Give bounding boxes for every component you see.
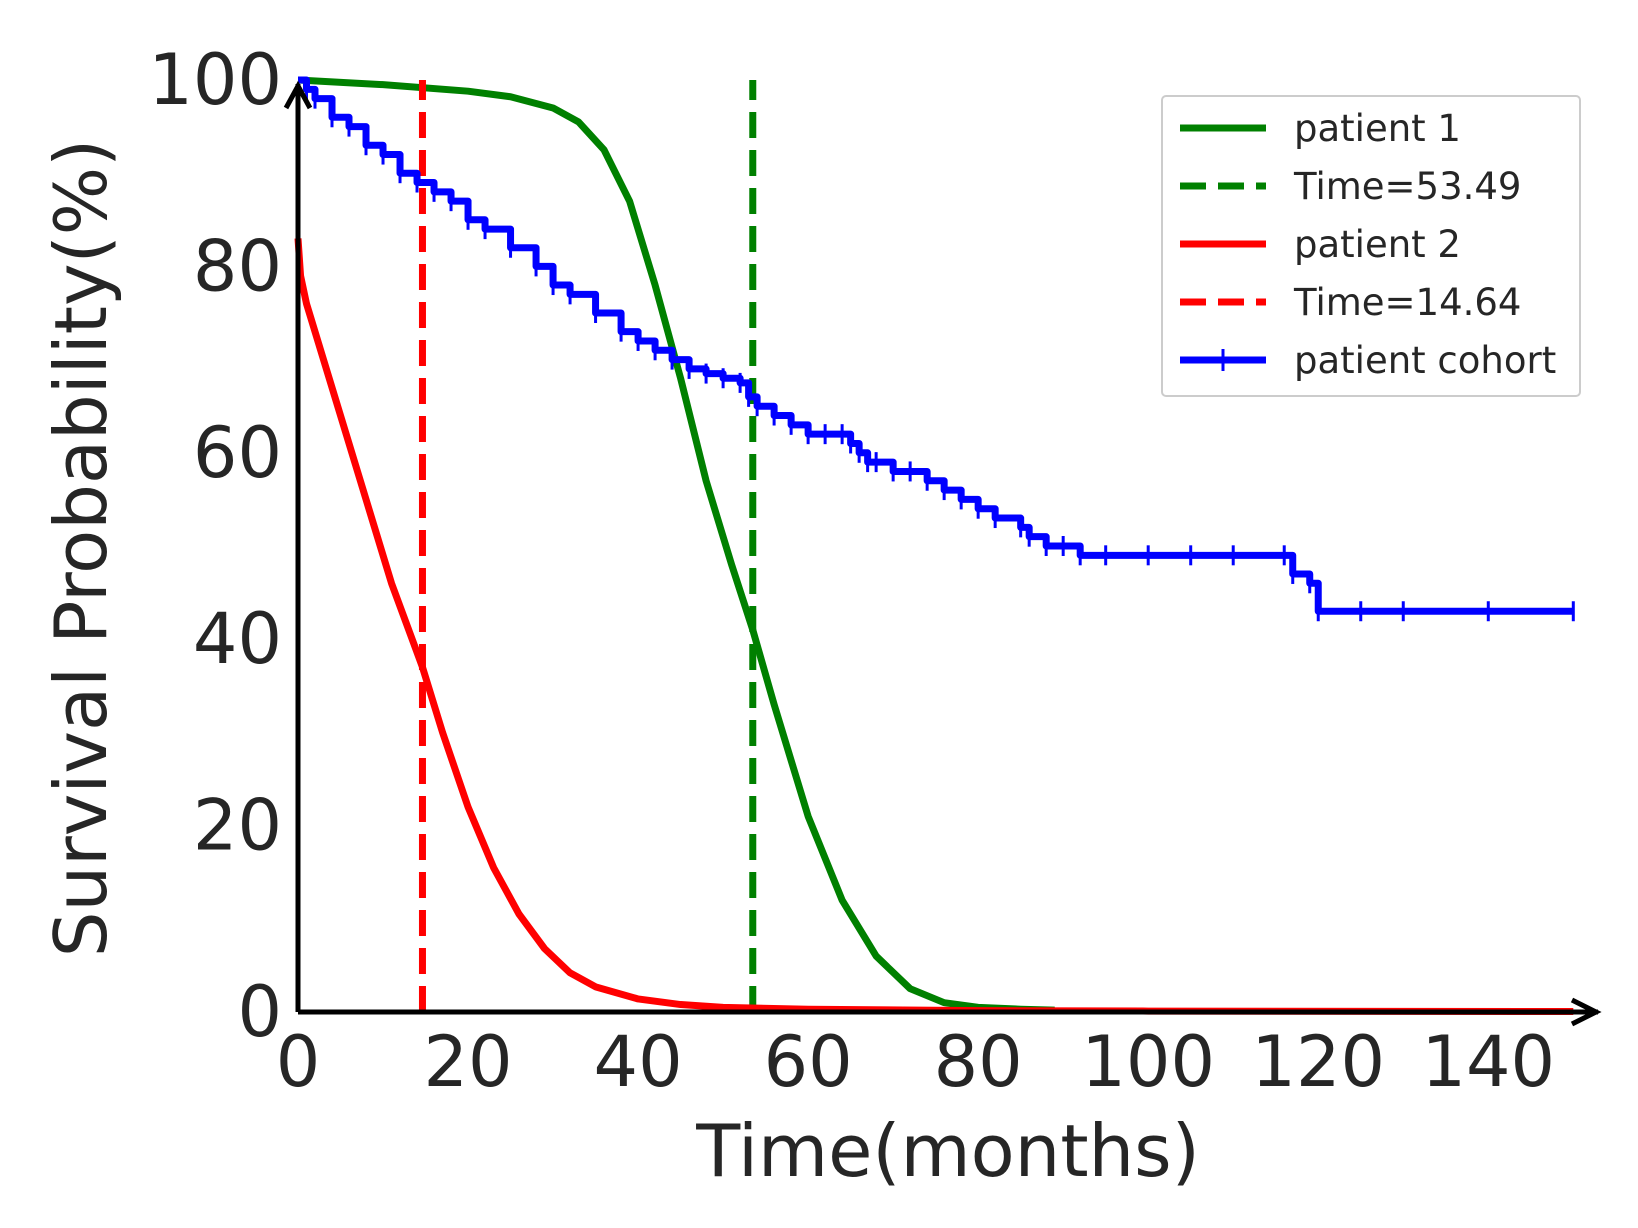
y-tick-label-40: 40 <box>193 598 282 680</box>
y-tick-label-60: 60 <box>193 412 282 494</box>
series-line-patient-1 <box>297 76 1055 1014</box>
legend-label-patient-2: patient 2 <box>1294 223 1461 266</box>
legend-label-patient-1: patient 1 <box>1294 107 1461 150</box>
x-tick-label-140: 140 <box>1421 1021 1555 1103</box>
legend-frame <box>1161 95 1581 397</box>
x-tick-label-40: 40 <box>594 1021 683 1103</box>
series-line-patient-2 <box>294 238 1574 1016</box>
x-tick-label-100: 100 <box>1081 1021 1215 1103</box>
legend-item-patient-2: patient 2 <box>1180 223 1461 266</box>
x-tick-label-20: 20 <box>424 1021 513 1103</box>
y-tick-label-100: 100 <box>148 39 282 121</box>
x-tick-label-120: 120 <box>1251 1021 1385 1103</box>
x-axis-arrow <box>1570 997 1602 1027</box>
y-axis-arrow <box>283 80 313 110</box>
y-axis-title: Survival Probability(%) <box>39 139 123 957</box>
legend-label-patient-cohort: patient cohort <box>1294 339 1556 382</box>
legend-label-time-14-64: Time=14.64 <box>1293 281 1521 324</box>
y-tick-label-0: 0 <box>237 971 282 1053</box>
x-tick-label-80: 80 <box>934 1021 1023 1103</box>
legend-label-time-53-49: Time=53.49 <box>1293 165 1521 208</box>
legend-item-patient-cohort: patient cohort <box>1180 339 1556 382</box>
legend-item-patient-1: patient 1 <box>1180 107 1461 150</box>
x-tick-labels: 0 20 40 60 80 100 120 140 <box>276 1021 1555 1103</box>
y-tick-label-80: 80 <box>193 225 282 307</box>
legend-item-time-53-49: Time=53.49 <box>1180 165 1521 208</box>
x-axis-title: Time(months) <box>695 1109 1200 1193</box>
series-layer <box>294 76 1575 1016</box>
legend: patient 1 Time=53.49 patient 2 Time=14.64 pa… <box>1161 95 1581 397</box>
legend-item-time-14-64: Time=14.64 <box>1180 281 1521 324</box>
x-tick-label-0: 0 <box>276 1021 321 1103</box>
y-tick-label-20: 20 <box>193 785 282 867</box>
x-tick-label-60: 60 <box>764 1021 853 1103</box>
y-tick-labels: 0 20 40 60 80 100 <box>148 39 282 1053</box>
axes <box>283 80 1602 1027</box>
